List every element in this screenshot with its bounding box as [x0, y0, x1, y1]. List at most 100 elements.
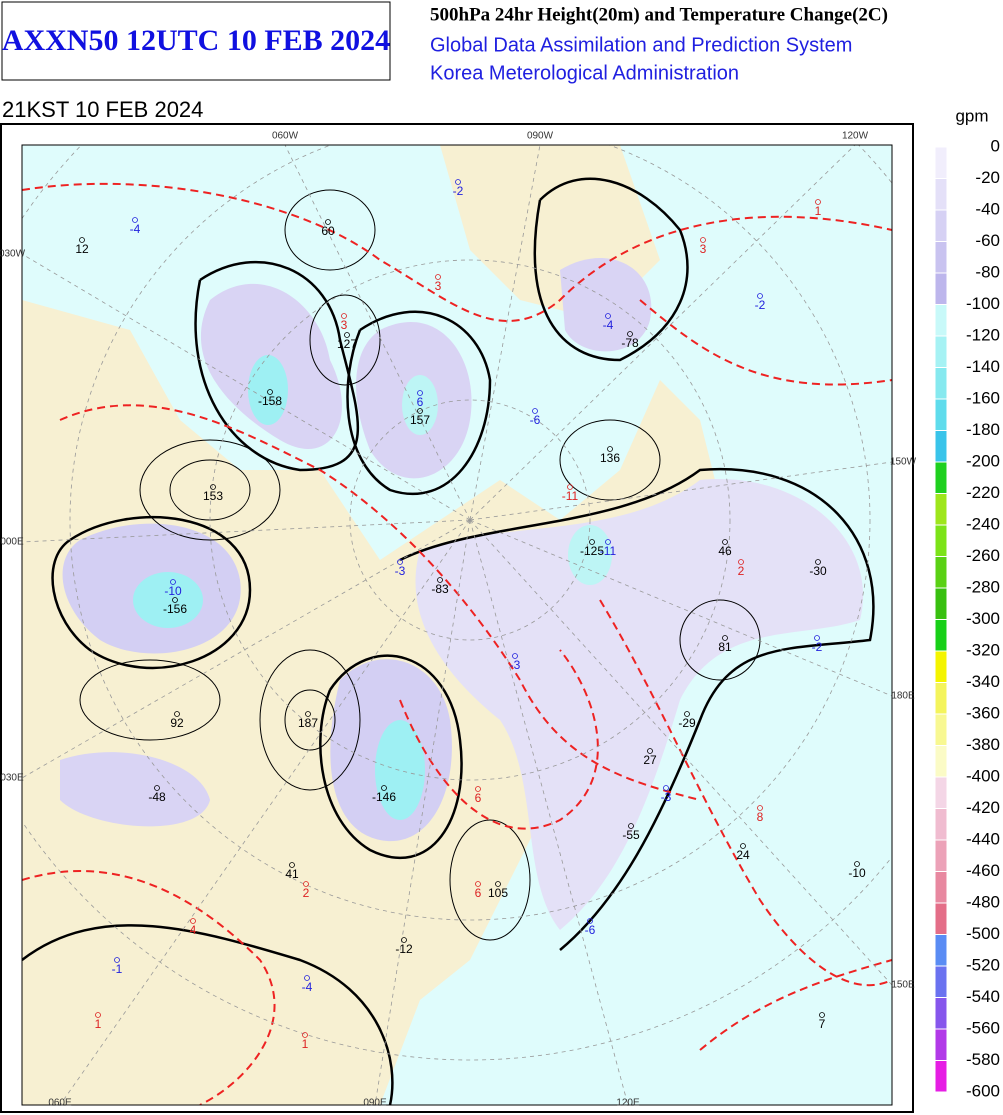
legend-swatch	[934, 556, 948, 589]
zero-contours	[22, 177, 875, 1105]
map-value-label: -83	[431, 582, 449, 596]
legend-label: -180	[966, 420, 1000, 439]
map-value-label: -48	[148, 790, 166, 804]
station-marker	[154, 785, 160, 791]
legend-label: -480	[966, 892, 1000, 911]
station-marker	[815, 199, 821, 205]
station-marker	[95, 1012, 101, 1018]
graticule-label: 180E	[891, 691, 915, 702]
station-marker	[475, 881, 481, 887]
legend-unit: gpm	[955, 106, 988, 125]
map-value-label: 1	[815, 204, 822, 218]
legend-swatch	[934, 650, 948, 683]
station-marker	[437, 577, 443, 583]
legend-label: -540	[966, 987, 1000, 1006]
legend-label: -80	[975, 262, 1000, 281]
legend-label: -260	[966, 546, 1000, 565]
legend: 0 -20 -40 -60 -80 -100 -120 -140 -160 -180 -200 -22…	[934, 136, 1000, 1100]
map-value-label: -158	[258, 394, 282, 408]
legend-swatch	[934, 146, 948, 179]
graticule-label: 120W	[842, 131, 869, 142]
legend-label: -500	[966, 924, 1000, 943]
station-marker	[79, 237, 85, 243]
graticule-label: 030W	[0, 249, 26, 260]
legend-swatch	[934, 713, 948, 746]
legend-swatch	[934, 682, 948, 715]
map-value-label: 153	[203, 489, 223, 503]
station-marker	[172, 597, 178, 603]
legend-swatch	[934, 1028, 948, 1061]
legend-swatch	[934, 335, 948, 368]
legend-swatch	[934, 934, 948, 967]
graticule-label: 150W	[890, 457, 917, 468]
station-marker	[302, 1032, 308, 1038]
graticule-label: 150E	[891, 980, 915, 991]
station-marker	[344, 332, 350, 338]
legend-swatch	[934, 745, 948, 778]
map-value-label: -2	[453, 184, 464, 198]
station-marker	[417, 408, 423, 414]
legend-label: -420	[966, 798, 1000, 817]
map-value-label: 6	[475, 886, 482, 900]
map-value-label: 1	[302, 1037, 309, 1051]
station-marker	[304, 975, 310, 981]
station-marker	[325, 219, 331, 225]
graticule-label: 060W	[272, 131, 299, 142]
legend-label: -440	[966, 829, 1000, 848]
legend-label: -340	[966, 672, 1000, 691]
map-value-label: -2	[755, 298, 766, 312]
graticule-label: 090W	[527, 131, 554, 142]
legend-label: -120	[966, 325, 1000, 344]
station-marker	[627, 331, 633, 337]
map-value-label: -1	[112, 962, 123, 976]
legend-swatch	[934, 304, 948, 337]
graticule-label: 060E	[48, 1098, 72, 1109]
map-value-label: 3	[341, 318, 348, 332]
agency: Korea Meterological Administration	[430, 62, 739, 84]
legend-swatch	[934, 398, 948, 431]
legend-swatch	[934, 808, 948, 841]
plot-frame	[21, 144, 893, 1106]
map-value-label: -3	[395, 564, 406, 578]
legend-swatch	[934, 997, 948, 1030]
legend-label: -100	[966, 294, 1000, 313]
legend-label: -520	[966, 955, 1000, 974]
contours	[79, 189, 761, 941]
graticule-label: 090E	[363, 1098, 387, 1109]
station-marker	[114, 957, 120, 963]
station-marker	[605, 539, 611, 545]
legend-swatch	[934, 871, 948, 904]
map-value-label: 12	[75, 242, 89, 256]
legend-swatch	[934, 241, 948, 274]
legend-label: -580	[966, 1050, 1000, 1069]
graticule-label: 120E	[616, 1098, 640, 1109]
legend-label: -300	[966, 609, 1000, 628]
station-marker	[289, 862, 295, 868]
station-marker	[740, 843, 746, 849]
station-marker	[303, 881, 309, 887]
station-marker	[210, 484, 216, 490]
map-value-label: -146	[372, 790, 396, 804]
station-marker	[417, 390, 423, 396]
legend-label: -160	[966, 388, 1000, 407]
station-marker	[132, 217, 138, 223]
map-value-label: -3	[510, 658, 521, 672]
station-marker	[381, 785, 387, 791]
station-marker	[647, 748, 653, 754]
legend-label: -240	[966, 514, 1000, 533]
map-value-label: -10	[164, 584, 182, 598]
map-value-label: 3	[700, 242, 707, 256]
legend-swatch	[934, 272, 948, 305]
legend-swatch	[934, 1060, 948, 1093]
station-marker	[815, 559, 821, 565]
legend-label: 0	[991, 136, 1000, 155]
map-value-label: -125	[580, 544, 604, 558]
station-marker	[757, 805, 763, 811]
map-value-label: 187	[298, 716, 318, 730]
map-value-label: -4	[603, 318, 614, 332]
map-value-label: 1	[95, 1017, 102, 1031]
station-marker	[589, 539, 595, 545]
station-marker	[435, 274, 441, 280]
legend-label: -600	[966, 1081, 1000, 1100]
map-value-label: 2	[303, 886, 310, 900]
